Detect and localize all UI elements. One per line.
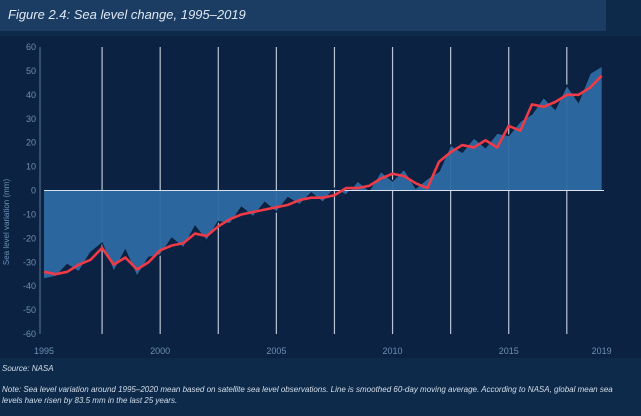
source-note: Source: NASA xyxy=(2,364,54,373)
x-tick-label-2005: 2005 xyxy=(266,346,286,356)
area-raw-observations xyxy=(44,66,602,279)
y-tick-label--40: -40 xyxy=(23,281,36,291)
x-tick-label-2010: 2010 xyxy=(383,346,403,356)
footnote: Note: Sea level variation around 1995–20… xyxy=(2,385,613,405)
y-tick-label--20: -20 xyxy=(23,233,36,243)
figure-title: Figure 2.4: Sea level change, 1995–2019 xyxy=(8,7,246,22)
y-tick-label-20: 20 xyxy=(26,138,36,148)
y-tick-label--50: -50 xyxy=(23,305,36,315)
y-tick-label--30: -30 xyxy=(23,257,36,267)
y-tick-label-60: 60 xyxy=(26,42,36,52)
y-tick-label-10: 10 xyxy=(26,162,36,172)
y-axis-title: Sea level variation (mm) xyxy=(2,178,11,266)
y-tick-label-50: 50 xyxy=(26,66,36,76)
figure-header: Figure 2.4: Sea level change, 1995–2019 xyxy=(0,0,606,31)
y-tick-label-40: 40 xyxy=(26,90,36,100)
x-tick-label-2000: 2000 xyxy=(150,346,170,356)
y-tick-label--10: -10 xyxy=(23,209,36,219)
smoothed-average-line xyxy=(43,74,603,276)
y-tick-label--60: -60 xyxy=(23,329,36,339)
x-tick-label-1995: 1995 xyxy=(34,346,54,356)
x-tick-label-2015: 2015 xyxy=(499,346,519,356)
y-tick-label-0: 0 xyxy=(31,186,36,196)
y-tick-label-30: 30 xyxy=(26,114,36,124)
raw-observation-line xyxy=(43,65,603,280)
chart-panel: 60 50 40 30 20 10 0 -10 -20 -30 -40 -50 -60 1995 2000 2… xyxy=(0,36,641,358)
x-tick-label-2019: 2019 xyxy=(592,346,612,356)
